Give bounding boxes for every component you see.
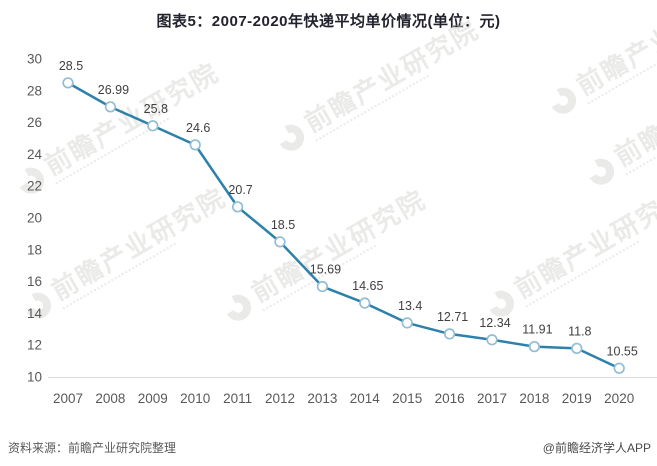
y-tick-label: 14 <box>27 306 43 321</box>
chart-title: 图表5：2007-2020年快递平均单价情况(单位：元) <box>156 13 501 30</box>
x-tick-label: 2008 <box>95 391 125 406</box>
x-tick-label: 2009 <box>138 391 168 406</box>
data-point-marker <box>147 120 159 132</box>
data-point-label: 26.99 <box>98 83 129 97</box>
data-point-label: 11.91 <box>522 323 552 337</box>
x-tick-label: 2017 <box>477 391 507 406</box>
data-point-label: 20.7 <box>228 183 252 197</box>
x-tick-label: 2007 <box>53 391 83 406</box>
trend-line <box>66 81 621 370</box>
data-point-label: 12.34 <box>479 316 510 330</box>
data-point-marker <box>62 77 74 89</box>
data-point-label: 10.55 <box>607 344 638 358</box>
x-tick-label: 2013 <box>307 391 337 406</box>
source-note: 资料来源：前瞻产业研究院整理 <box>8 441 177 455</box>
x-tick-label: 2016 <box>435 391 465 406</box>
y-tick-label: 20 <box>27 211 42 226</box>
data-point-marker <box>104 101 117 113</box>
credit-note: @前瞻经济学人APP <box>542 441 651 455</box>
x-tick-label: 2012 <box>265 391 295 406</box>
y-tick-label: 30 <box>27 52 42 67</box>
x-tick-label: 2018 <box>519 391 549 406</box>
y-tick-label: 24 <box>27 147 43 162</box>
data-point-marker <box>274 236 286 248</box>
data-point-label: 28.5 <box>59 59 83 73</box>
data-point-label: 12.71 <box>437 310 468 324</box>
data-point-marker <box>401 317 413 329</box>
x-tick-label: 2019 <box>562 391 592 406</box>
data-point-label: 11.8 <box>568 324 591 338</box>
y-tick-label: 26 <box>27 115 42 130</box>
data-point-label: 18.5 <box>271 218 295 232</box>
y-tick-label: 18 <box>27 242 42 257</box>
y-tick-label: 22 <box>27 179 42 194</box>
data-point-marker <box>189 139 201 151</box>
data-point-label: 25.8 <box>144 102 168 116</box>
data-point-marker <box>359 297 371 309</box>
data-point-marker <box>613 362 625 374</box>
y-tick-label: 10 <box>27 370 42 385</box>
x-tick-label: 2020 <box>604 391 634 406</box>
x-tick-label: 2014 <box>350 391 381 406</box>
data-point-marker <box>316 280 329 293</box>
data-point-marker <box>443 328 456 340</box>
data-point-label: 14.65 <box>352 279 383 293</box>
data-point-marker <box>571 342 583 355</box>
data-point-label: 13.4 <box>398 299 422 313</box>
data-point-label: 24.6 <box>186 121 210 135</box>
y-tick-label: 28 <box>27 83 42 98</box>
x-tick-label: 2011 <box>223 391 252 406</box>
data-point-label: 15.69 <box>310 263 341 277</box>
y-tick-label: 16 <box>27 274 42 289</box>
data-point-marker <box>528 340 541 353</box>
x-tick-label: 2015 <box>392 391 422 406</box>
data-point-marker <box>486 334 498 346</box>
x-tick-label: 2010 <box>180 391 210 406</box>
data-point-marker <box>231 201 244 213</box>
y-tick-label: 12 <box>27 338 42 353</box>
